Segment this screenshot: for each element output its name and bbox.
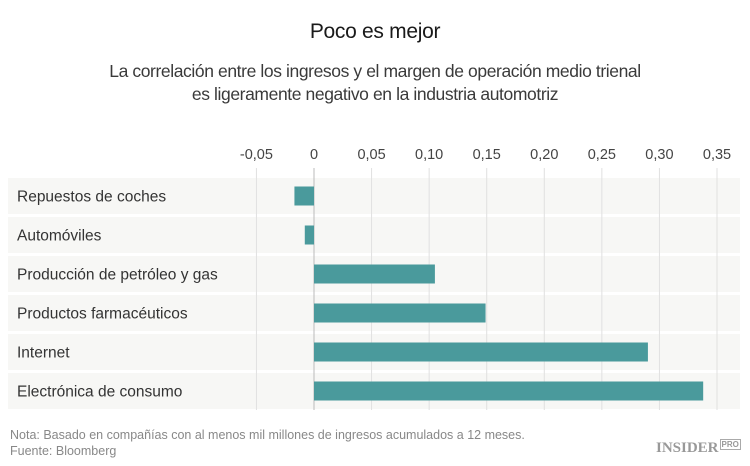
tick-label: 0,05 bbox=[357, 147, 385, 163]
tick-label: 0,35 bbox=[703, 147, 731, 163]
category-label: Internet bbox=[17, 345, 70, 362]
row-band bbox=[8, 178, 740, 214]
bar-chart: -0,05 0 0,05 0,10 0,15 0,20 0,25 0,30 0,35 Repues… bbox=[8, 147, 740, 410]
category-label: Productos farmacéuticos bbox=[17, 306, 188, 323]
chart-subtitle: La correlación entre los ingresos y el m… bbox=[109, 61, 641, 104]
tick-label: -0,05 bbox=[240, 147, 273, 163]
tick-label: 0,30 bbox=[645, 147, 673, 163]
footer-notes: Nota: Basado en compañías con al menos m… bbox=[10, 427, 525, 459]
bar bbox=[304, 225, 314, 245]
chart-title: Poco es mejor bbox=[309, 20, 441, 43]
tick-label: 0,25 bbox=[588, 147, 616, 163]
bar bbox=[314, 342, 648, 362]
logo-badge: PRO bbox=[719, 439, 741, 450]
bar bbox=[314, 264, 435, 284]
tick-label: 0 bbox=[310, 147, 318, 163]
category-label: Automóviles bbox=[17, 228, 102, 245]
category-label: Repuestos de coches bbox=[17, 189, 166, 206]
bar bbox=[294, 186, 314, 206]
row-band bbox=[8, 217, 740, 253]
bar bbox=[314, 381, 704, 401]
tick-label: 0,20 bbox=[530, 147, 558, 163]
insider-pro-logo: INSIDER PRO bbox=[656, 439, 741, 457]
tick-label: 0,10 bbox=[415, 147, 443, 163]
bar bbox=[314, 303, 486, 323]
source: Fuente: Bloomberg bbox=[10, 444, 117, 458]
category-label: Electrónica de consumo bbox=[17, 384, 182, 401]
category-label: Producción de petróleo y gas bbox=[17, 267, 218, 284]
tick-label: 0,15 bbox=[473, 147, 501, 163]
logo-text: INSIDER bbox=[656, 440, 719, 456]
footnote: Nota: Basado en compañías con al menos m… bbox=[10, 428, 525, 442]
